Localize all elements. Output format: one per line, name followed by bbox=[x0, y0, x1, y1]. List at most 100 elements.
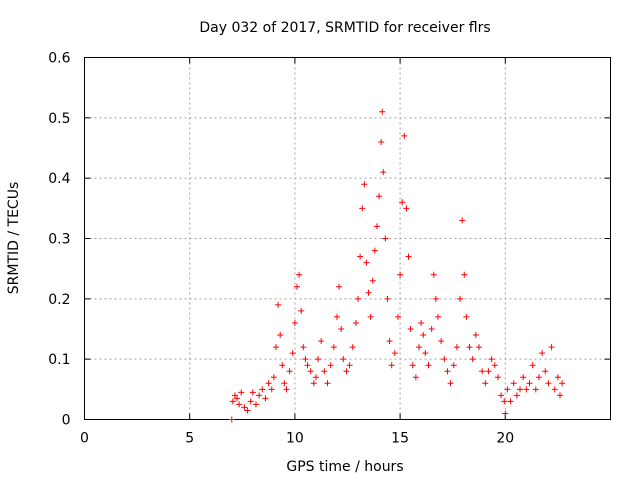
data-point bbox=[238, 389, 245, 396]
x-tick-label: 20 bbox=[496, 431, 514, 447]
data-point bbox=[315, 356, 322, 363]
data-point bbox=[504, 386, 511, 393]
data-point bbox=[346, 362, 353, 369]
data-point bbox=[476, 344, 482, 351]
data-point bbox=[252, 401, 259, 408]
data-point bbox=[367, 313, 374, 320]
data-point bbox=[386, 338, 393, 345]
data-point bbox=[420, 332, 427, 339]
data-point bbox=[272, 344, 279, 351]
data-point bbox=[379, 108, 386, 115]
y-tick-label: 0.4 bbox=[48, 171, 70, 187]
data-point bbox=[352, 319, 359, 326]
data-point bbox=[229, 398, 236, 405]
data-point bbox=[244, 407, 251, 414]
data-point bbox=[307, 368, 314, 375]
data-point bbox=[378, 138, 385, 145]
data-point bbox=[545, 380, 552, 387]
data-point bbox=[228, 416, 235, 423]
data-point bbox=[523, 386, 530, 393]
data-point bbox=[349, 344, 356, 351]
x-tick-label: 5 bbox=[185, 431, 194, 447]
data-point bbox=[277, 332, 284, 339]
data-point bbox=[371, 247, 378, 254]
data-points bbox=[228, 108, 566, 423]
data-point bbox=[343, 368, 350, 375]
data-point bbox=[304, 362, 311, 369]
data-point bbox=[363, 259, 370, 266]
data-point bbox=[526, 380, 533, 387]
data-point bbox=[535, 374, 542, 381]
data-point bbox=[434, 313, 441, 320]
data-point bbox=[279, 362, 286, 369]
data-point bbox=[357, 253, 364, 260]
chart-title: Day 032 of 2017, SRMTID for receiver flr… bbox=[199, 20, 490, 36]
data-point bbox=[259, 386, 266, 393]
data-point bbox=[425, 362, 432, 369]
data-point bbox=[459, 217, 466, 224]
grid bbox=[84, 57, 611, 420]
data-point bbox=[294, 283, 301, 290]
data-point bbox=[428, 326, 435, 332]
data-point bbox=[231, 392, 238, 399]
data-point bbox=[391, 350, 398, 357]
data-point bbox=[394, 313, 401, 320]
data-point bbox=[388, 362, 395, 369]
data-point bbox=[338, 326, 345, 332]
data-point bbox=[359, 205, 366, 212]
data-point bbox=[422, 350, 429, 357]
data-point bbox=[513, 392, 520, 399]
data-point bbox=[286, 368, 293, 375]
data-point bbox=[289, 350, 296, 357]
data-point bbox=[517, 386, 524, 393]
data-point bbox=[472, 332, 479, 339]
data-point bbox=[539, 350, 546, 357]
data-point bbox=[256, 392, 263, 399]
data-point bbox=[529, 362, 536, 369]
data-point bbox=[432, 295, 439, 302]
data-point bbox=[270, 374, 277, 381]
data-point bbox=[557, 392, 564, 399]
data-point bbox=[275, 301, 282, 308]
data-point bbox=[296, 271, 303, 278]
data-point bbox=[532, 386, 539, 393]
data-point bbox=[430, 271, 437, 278]
data-point bbox=[318, 338, 325, 345]
data-point bbox=[551, 386, 558, 393]
data-point bbox=[291, 319, 298, 326]
x-tick-label: 10 bbox=[286, 431, 304, 447]
data-point bbox=[453, 344, 460, 351]
data-point bbox=[412, 374, 419, 381]
data-point bbox=[554, 374, 561, 381]
data-point bbox=[340, 356, 347, 363]
data-point bbox=[469, 356, 476, 363]
data-point bbox=[510, 380, 517, 387]
data-point bbox=[457, 295, 464, 302]
x-tick-label: 15 bbox=[391, 431, 409, 447]
data-point bbox=[361, 181, 368, 188]
data-point bbox=[330, 344, 337, 351]
data-point bbox=[397, 271, 404, 278]
data-point bbox=[382, 235, 389, 242]
data-point bbox=[369, 277, 376, 284]
y-tick-label: 0.1 bbox=[48, 352, 70, 368]
data-point bbox=[438, 338, 445, 345]
y-tick-label: 0.3 bbox=[48, 232, 70, 248]
data-point bbox=[355, 295, 362, 302]
data-point bbox=[450, 362, 457, 369]
data-point bbox=[365, 289, 372, 296]
data-point bbox=[327, 362, 334, 369]
data-point bbox=[312, 374, 319, 381]
data-point bbox=[494, 374, 501, 381]
data-point bbox=[268, 386, 275, 393]
data-point bbox=[542, 368, 549, 375]
y-tick-label: 0 bbox=[62, 413, 71, 429]
data-point bbox=[401, 132, 408, 139]
data-point bbox=[373, 223, 380, 230]
data-point bbox=[302, 356, 309, 363]
data-point bbox=[336, 283, 343, 290]
data-point bbox=[485, 368, 492, 375]
data-point bbox=[491, 362, 498, 369]
data-point bbox=[441, 356, 448, 363]
